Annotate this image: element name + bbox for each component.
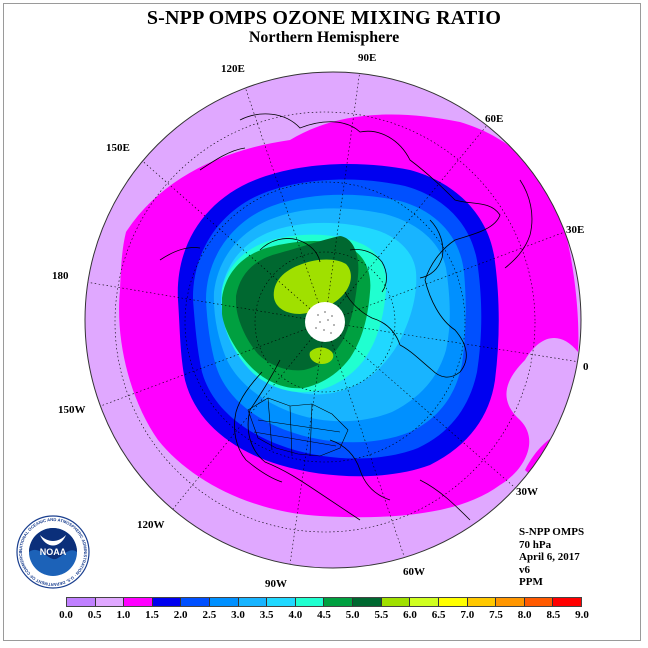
colorbar xyxy=(66,597,582,607)
colorbar-tick-label: 1.5 xyxy=(145,609,159,621)
colorbar-tick-label: 2.0 xyxy=(173,609,188,621)
lon-label-90e: 90E xyxy=(358,52,376,64)
colorbar-swatch xyxy=(438,598,468,606)
graticule xyxy=(85,72,581,568)
longitude-labels: 90E 60E 30E 0 30W 60W 90W 120W 150W 180 … xyxy=(52,52,589,590)
colorbar-tick-label: 3.5 xyxy=(259,609,274,621)
colorbar-swatch xyxy=(467,598,497,606)
colorbar-swatch xyxy=(381,598,411,606)
colorbar-tick-label: 0.5 xyxy=(87,609,102,621)
colorbar-tick-label: 5.0 xyxy=(345,609,360,621)
colorbar-swatch xyxy=(267,598,296,606)
colorbar-tick-label: 4.0 xyxy=(288,609,303,621)
colorbar-tick-label: 1.0 xyxy=(116,609,131,621)
colorbar-tick-label: 0.0 xyxy=(59,609,73,621)
colorbar-swatch xyxy=(124,598,153,606)
info-version: v6 xyxy=(519,563,530,576)
colorbar-tick-label: 5.5 xyxy=(374,609,389,621)
lon-label-60w: 60W xyxy=(403,566,425,578)
lon-label-150w: 150W xyxy=(58,404,86,416)
lon-label-120w: 120W xyxy=(137,519,165,531)
colorbar-swatch xyxy=(353,598,382,606)
coastlines xyxy=(159,113,533,521)
colorbar-swatch xyxy=(67,598,96,606)
us-state-borders xyxy=(247,397,349,457)
figure-border xyxy=(3,3,641,641)
colorbar-tick-label: 6.5 xyxy=(431,609,446,621)
lon-label-90w: 90W xyxy=(265,578,287,590)
lon-label-120e: 120E xyxy=(221,63,245,75)
lon-label-60e: 60E xyxy=(485,113,503,125)
info-pressure-level: 70 hPa xyxy=(519,538,552,551)
colorbar-tick-label: 9.0 xyxy=(575,609,589,621)
lon-label-0: 0 xyxy=(583,361,589,373)
colorbar-swatch xyxy=(95,598,125,606)
info-units: PPM xyxy=(519,576,543,589)
lon-label-30e: 30E xyxy=(566,224,584,236)
colorbar-swatch xyxy=(496,598,525,606)
info-instrument: S-NPP OMPS xyxy=(519,526,585,538)
map-boundary xyxy=(84,71,582,569)
polar-data-gap xyxy=(305,302,345,342)
lon-label-150e: 150E xyxy=(106,142,130,154)
ozone-field xyxy=(85,72,581,568)
colorbar-swatch xyxy=(295,598,325,606)
colorbar-tick-label: 6.0 xyxy=(403,609,417,621)
figure-subtitle: Northern Hemisphere xyxy=(248,29,400,46)
polar-gap-dots xyxy=(315,311,335,334)
ozone-contour-5-5-patch xyxy=(309,347,334,364)
colorbar-swatch xyxy=(410,598,439,606)
colorbar-swatch xyxy=(238,598,268,606)
lon-label-30w: 30W xyxy=(516,486,538,498)
info-date: April 6, 2017 xyxy=(519,551,580,564)
colorbar-tick-label: 8.5 xyxy=(546,609,561,621)
colorbar-tick-labels: 0.0 0.5 1.0 1.5 2.0 2.5 3.0 3.5 4.0 4.5 5.0 5.5 6.0 6… xyxy=(0,609,648,623)
colorbar-swatch xyxy=(152,598,182,606)
colorbar-tick-label: 7.5 xyxy=(489,609,503,621)
colorbar-swatch xyxy=(181,598,211,606)
colorbar-swatch xyxy=(324,598,354,606)
colorbar-swatch xyxy=(524,598,554,606)
colorbar-swatch xyxy=(210,598,239,606)
colorbar-tick-label: 2.5 xyxy=(202,609,217,621)
noaa-logo-text: NOAA xyxy=(40,547,67,557)
colorbar-swatch xyxy=(553,598,581,606)
colorbar-tick-label: 8.0 xyxy=(517,609,532,621)
figure-title: S-NPP OMPS OZONE MIXING RATIO xyxy=(146,7,502,29)
data-info-block: S-NPP OMPS 70 hPa April 6, 2017 v6 PPM xyxy=(519,526,584,589)
colorbar-tick-label: 7.0 xyxy=(460,609,475,621)
colorbar-tick-label: 3.0 xyxy=(231,609,245,621)
noaa-logo: NATIONAL OCEANIC AND ATMOSPHERIC ADMINIS… xyxy=(16,515,90,589)
lon-label-180: 180 xyxy=(52,270,69,282)
colorbar-tick-label: 4.5 xyxy=(317,609,331,621)
